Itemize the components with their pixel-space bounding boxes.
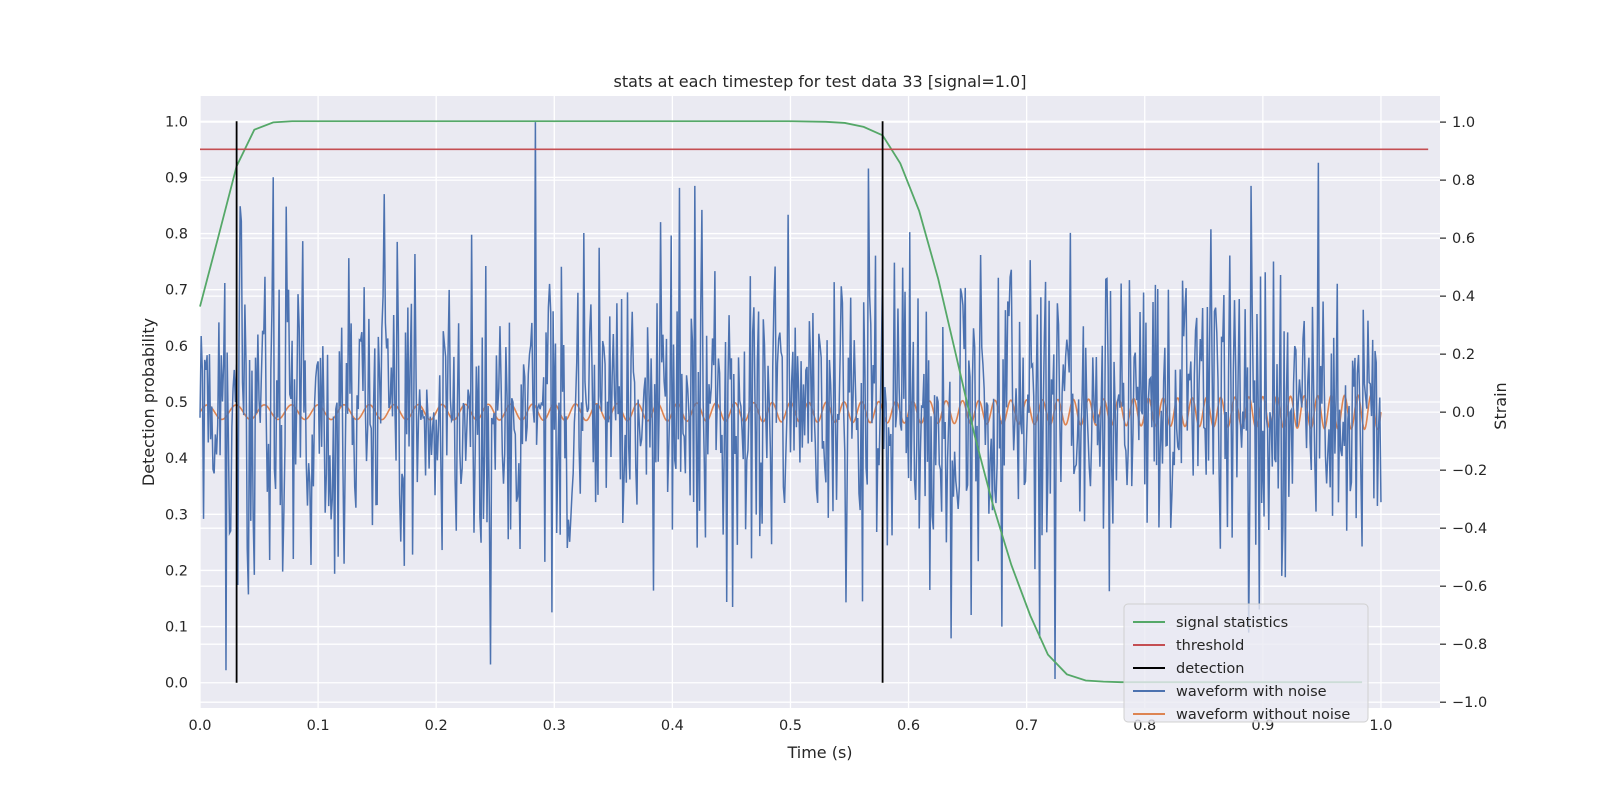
legend-box [1123,603,1369,723]
y-right-tick-label: 0.8 [1452,173,1475,189]
y-axis-right-label: Strain [1491,382,1510,429]
legend-label: detection [1176,661,1244,677]
series-detection [235,121,884,683]
y-right-tick-label: 0.2 [1452,347,1475,363]
y-tick-label: 0.0 [165,676,188,692]
series-waveform-with-noise [199,122,1382,680]
y-right-tick-label: −0.8 [1452,637,1487,653]
y-right-tick-label: −1.0 [1452,695,1487,711]
y-tick-label: 0.7 [165,283,188,299]
y-tick-label: 1.0 [165,114,188,130]
legend-label: waveform with noise [1176,684,1327,700]
y-right-tick-label: 0.4 [1452,289,1475,305]
y-tick-label: 0.1 [165,620,188,636]
x-tick-label: 0.4 [661,718,684,734]
y-right-tick-label: 0.0 [1452,405,1475,421]
x-tick-label: 1.0 [1369,718,1392,734]
legend-label: signal statistics [1176,615,1288,631]
x-tick-label: 0.0 [188,718,211,734]
y-right-tick-label: −0.2 [1452,463,1487,479]
y-axis-left: 0.0 0.1 0.2 0.3 0.4 0.5 0.6 0.7 0.8 0.9 1.0 [165,114,188,691]
y-tick-label: 0.4 [165,451,188,467]
chart-title: stats at each timestep for test data 33 … [614,72,1027,91]
x-axis-label: Time (s) [786,743,852,762]
x-tick-label: 0.1 [307,718,330,734]
y-axis-label: Detection probability [139,318,158,486]
y-right-tick-label: 1.0 [1452,115,1475,131]
x-tick-label: 0.3 [543,718,566,734]
legend-label: threshold [1176,638,1244,654]
y-right-tick-label: 0.6 [1452,231,1475,247]
y-tick-label: 0.5 [165,395,188,411]
y-tick-label: 0.2 [165,563,188,579]
series-layer [199,120,1429,684]
y-tick-label: 0.6 [165,339,188,355]
legend-label: waveform without noise [1176,707,1350,723]
y-right-tick-label: −0.4 [1452,521,1487,537]
y-right-tick-label: −0.6 [1452,579,1487,595]
y-tick-label: 0.3 [165,507,188,523]
x-tick-label: 0.2 [425,718,448,734]
y-axis-right: −1.0 −0.8 −0.6 −0.4 −0.2 0.0 0.2 0.4 0.6 0.8 1.0 [1440,115,1487,711]
y-tick-label: 0.8 [165,227,188,243]
x-tick-label: 0.7 [1015,718,1038,734]
legend: signal statistics threshold detection wavef… [1123,603,1369,723]
series-signal-statistics [199,120,1363,684]
y-tick-label: 0.9 [165,170,188,186]
x-tick-label: 0.5 [779,718,802,734]
x-tick-label: 0.6 [897,718,920,734]
